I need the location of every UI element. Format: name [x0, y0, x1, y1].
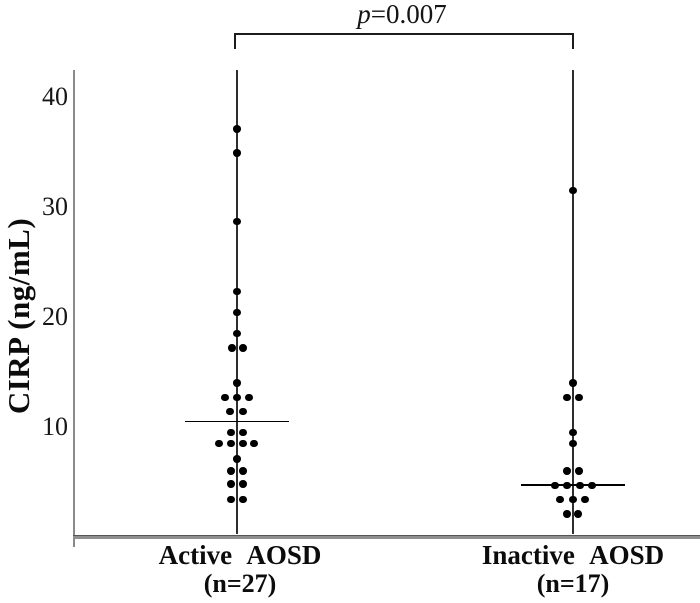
data-point	[239, 480, 247, 488]
data-point	[569, 439, 577, 448]
data-point	[575, 393, 583, 402]
data-point	[563, 393, 571, 402]
data-point	[250, 439, 258, 448]
data-point	[245, 393, 253, 402]
p-value-text: =0.007	[370, 0, 447, 29]
y-tick-label-20: 20	[42, 302, 68, 331]
data-point	[569, 186, 577, 195]
data-point	[233, 217, 241, 226]
p-value-label: p=0.007	[234, 0, 570, 29]
y-tick-label-40: 40	[42, 82, 68, 111]
data-point	[569, 379, 577, 387]
group-sublabel-active: (n=27)	[203, 569, 277, 598]
data-point	[228, 344, 236, 352]
group-sublabel-inactive: (n=17)	[536, 569, 610, 598]
data-point	[215, 439, 223, 448]
data-point	[575, 467, 583, 475]
group-stem	[572, 70, 574, 534]
x-axis-line	[73, 535, 700, 539]
data-point	[239, 439, 247, 448]
data-point	[569, 495, 577, 504]
data-point	[239, 407, 247, 416]
data-point	[563, 481, 571, 490]
data-point	[581, 495, 589, 504]
data-point	[556, 495, 564, 504]
data-point	[233, 455, 241, 463]
data-point	[576, 481, 584, 490]
group-label-active: Active AOSD	[158, 540, 322, 570]
median-line	[521, 484, 625, 487]
significance-bracket	[234, 33, 574, 49]
data-point	[233, 379, 241, 387]
data-point	[563, 467, 571, 475]
y-axis-line	[73, 70, 75, 547]
data-point	[574, 510, 582, 518]
data-point	[233, 308, 241, 317]
data-point	[227, 428, 235, 437]
data-point	[221, 393, 229, 402]
data-point	[233, 393, 241, 402]
y-tick-label-10: 10	[42, 412, 68, 441]
data-point	[239, 495, 247, 504]
data-point	[227, 467, 235, 475]
data-point	[239, 344, 247, 352]
group-label-inactive: Inactive AOSD	[481, 540, 665, 570]
data-point	[588, 481, 596, 490]
data-point	[569, 428, 577, 437]
data-point	[239, 467, 247, 475]
data-point	[563, 510, 571, 518]
data-point	[226, 407, 234, 416]
data-point	[551, 481, 559, 490]
y-tick-label-30: 30	[42, 192, 68, 221]
data-point	[227, 495, 235, 504]
data-point	[227, 480, 235, 488]
data-point	[239, 428, 247, 437]
data-point	[233, 287, 241, 296]
group-stem	[236, 70, 238, 534]
data-point	[233, 329, 241, 338]
data-point	[233, 125, 241, 133]
median-line	[185, 420, 289, 423]
data-point	[227, 439, 235, 448]
p-symbol: p	[357, 0, 371, 29]
data-point	[233, 149, 241, 157]
